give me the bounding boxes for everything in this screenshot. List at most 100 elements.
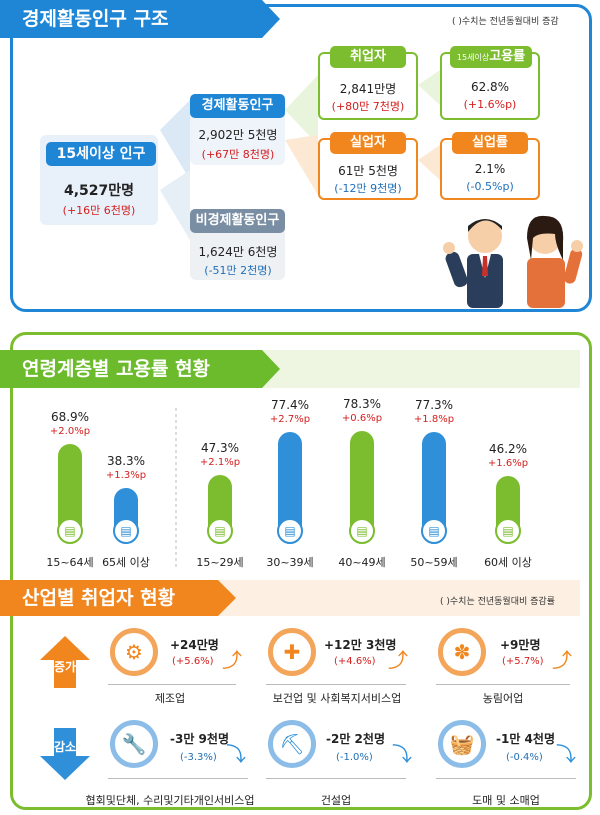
inc-item-1-divider bbox=[108, 684, 236, 685]
unemployed-change: (-12만 9천명) bbox=[334, 182, 402, 195]
emp-rate-value: 62.8% bbox=[470, 80, 510, 94]
industry-title: 산업별 취업자 현황 bbox=[0, 580, 236, 616]
age-bar-4-change: +2.7%p bbox=[269, 414, 311, 426]
age-bar-2-change: +1.3%p bbox=[105, 469, 147, 481]
inc-item-3-value: +9만명 bbox=[500, 638, 541, 652]
dec-item-2-change: (-1.0%) bbox=[336, 752, 373, 763]
age-bar-1-change: +2.0%p bbox=[49, 426, 91, 438]
age-bar-7-value: 46.2% bbox=[488, 442, 528, 457]
dec-item-1-change: (-3.3%) bbox=[180, 752, 217, 763]
age-bar-7-label: 60세 이상 bbox=[484, 556, 532, 569]
age-bar-6-label: 50~59세 bbox=[410, 556, 458, 569]
pop15-value: 4,527만명 bbox=[63, 183, 135, 199]
age-title-band bbox=[262, 350, 580, 388]
decrease-arrow-icon bbox=[40, 728, 90, 780]
inc-item-2-name: 보건업 및 사회복지서비스업 bbox=[272, 692, 402, 705]
inc-item-1-name: 제조업 bbox=[154, 692, 186, 705]
age-bar-4-value: 77.4% bbox=[270, 398, 310, 413]
unemployed-value: 61만 5천명 bbox=[338, 164, 398, 178]
inc-item-1-change: (+5.6%) bbox=[172, 656, 214, 667]
unemp-rate-label: 실업률 bbox=[452, 132, 528, 154]
structure-connectors bbox=[160, 70, 440, 240]
dec-item-1-value: -3만 9천명 bbox=[170, 732, 229, 746]
increase-arrow-icon bbox=[40, 636, 90, 688]
document-icon: ▤ bbox=[207, 518, 233, 544]
wheat-icon: ✽ bbox=[438, 628, 486, 676]
document-icon: ▤ bbox=[349, 518, 375, 544]
industry-note: ( )수치는 전년동월대비 증감률 bbox=[440, 597, 555, 607]
dec-item-3-name: 도매 및 소매업 bbox=[472, 794, 540, 807]
unemployed-label: 실업자 bbox=[330, 132, 406, 154]
document-icon: ▤ bbox=[57, 518, 83, 544]
inc-item-2-divider bbox=[266, 684, 406, 685]
age-bar-6-change: +1.8%p bbox=[413, 414, 455, 426]
employed-label: 취업자 bbox=[330, 46, 406, 68]
age-bar-3-label: 15~29세 bbox=[196, 556, 244, 569]
down-trend-icon: ⤵ bbox=[556, 742, 576, 766]
active-change: (+67만 8천명) bbox=[201, 148, 275, 161]
inc-item-1-value: +24만명 bbox=[170, 638, 219, 652]
emp-rate-label: 15세이상고용률 bbox=[450, 46, 532, 68]
age-bar-2-value: 38.3% bbox=[106, 453, 146, 468]
pop15-change: (+16만 6천명) bbox=[62, 204, 136, 217]
age-bar-5-label: 40~49세 bbox=[338, 556, 386, 569]
dec-item-2-value: -2만 2천명 bbox=[326, 732, 385, 746]
age-bar-2-label: 65세 이상 bbox=[102, 556, 150, 569]
shopping-basket-icon: 🧺 bbox=[438, 720, 486, 768]
inc-item-2-change: (+4.6%) bbox=[334, 656, 376, 667]
dec-item-1-name: 협회및단체, 수리및기타개인서비스업 bbox=[85, 794, 255, 807]
document-icon: ▤ bbox=[495, 518, 521, 544]
up-trend-icon: ⤴ bbox=[222, 648, 242, 672]
inc-item-3-divider bbox=[436, 684, 570, 685]
age-bar-4-label: 30~39세 bbox=[266, 556, 314, 569]
industry-title-band bbox=[218, 580, 580, 616]
up-trend-icon: ⤴ bbox=[552, 648, 572, 672]
unemp-rate-change: (-0.5%p) bbox=[466, 180, 514, 193]
age-bar-5-change: +0.6%p bbox=[341, 412, 383, 424]
age-bar-7-change: +1.6%p bbox=[487, 458, 529, 470]
wrench-building-icon: 🔧 bbox=[110, 720, 158, 768]
dec-item-1-divider bbox=[108, 778, 248, 779]
first-aid-icon: ✚ bbox=[268, 628, 316, 676]
dec-item-3-value: -1만 4천명 bbox=[496, 732, 555, 746]
age-bar-5-value: 78.3% bbox=[342, 396, 382, 411]
business-people-illustration bbox=[443, 215, 583, 308]
down-trend-icon: ⤵ bbox=[392, 742, 412, 766]
unemp-rate-value: 2.1% bbox=[474, 162, 506, 176]
structure-panel bbox=[10, 4, 592, 312]
age-bar-1-label: 15~64세 bbox=[46, 556, 94, 569]
active-value: 2,902만 5천명 bbox=[198, 128, 278, 142]
inc-item-3-name: 농림어업 bbox=[482, 692, 524, 705]
pop15-label: 15세이상 인구 bbox=[46, 142, 156, 166]
age-bar-1-value: 68.9% bbox=[50, 410, 90, 425]
document-icon: ▤ bbox=[113, 518, 139, 544]
age-bar-6-value: 77.3% bbox=[414, 398, 454, 413]
age-bar-3-change: +2.1%p bbox=[199, 456, 241, 468]
dec-item-3-divider bbox=[436, 778, 576, 779]
excavator-icon: ⛏ bbox=[268, 720, 316, 768]
up-trend-icon: ⤴ bbox=[388, 648, 408, 672]
inactive-label: 비경제활동인구 bbox=[190, 209, 285, 233]
inactive-change: (-51만 2천명) bbox=[204, 264, 272, 277]
inc-item-3-change: (+5.7%) bbox=[502, 656, 544, 667]
structure-note: ( )수치는 전년동월대비 증감 bbox=[452, 17, 559, 27]
age-industry-panel bbox=[10, 332, 592, 810]
decrease-label: 감소 bbox=[53, 740, 77, 754]
increase-label: 증가 bbox=[53, 660, 77, 674]
down-trend-icon: ⤵ bbox=[226, 742, 246, 766]
inc-item-2-value: +12만 3천명 bbox=[324, 638, 397, 652]
document-icon: ▤ bbox=[421, 518, 447, 544]
emp-rate-change: (+1.6%p) bbox=[463, 98, 517, 111]
gear-icon: ⚙ bbox=[110, 628, 158, 676]
dec-item-3-change: (-0.4%) bbox=[506, 752, 543, 763]
employed-change: (+80만 7천명) bbox=[331, 100, 405, 113]
employed-value: 2,841만명 bbox=[339, 82, 397, 96]
structure-title: 경제활동인구 구조 bbox=[0, 0, 280, 38]
dec-item-2-name: 건설업 bbox=[320, 794, 352, 807]
dec-item-2-divider bbox=[266, 778, 406, 779]
document-icon: ▤ bbox=[277, 518, 303, 544]
active-label: 경제활동인구 bbox=[190, 94, 285, 118]
age-bar-3-value: 47.3% bbox=[200, 440, 240, 455]
age-title: 연령계층별 고용률 현황 bbox=[0, 350, 280, 388]
